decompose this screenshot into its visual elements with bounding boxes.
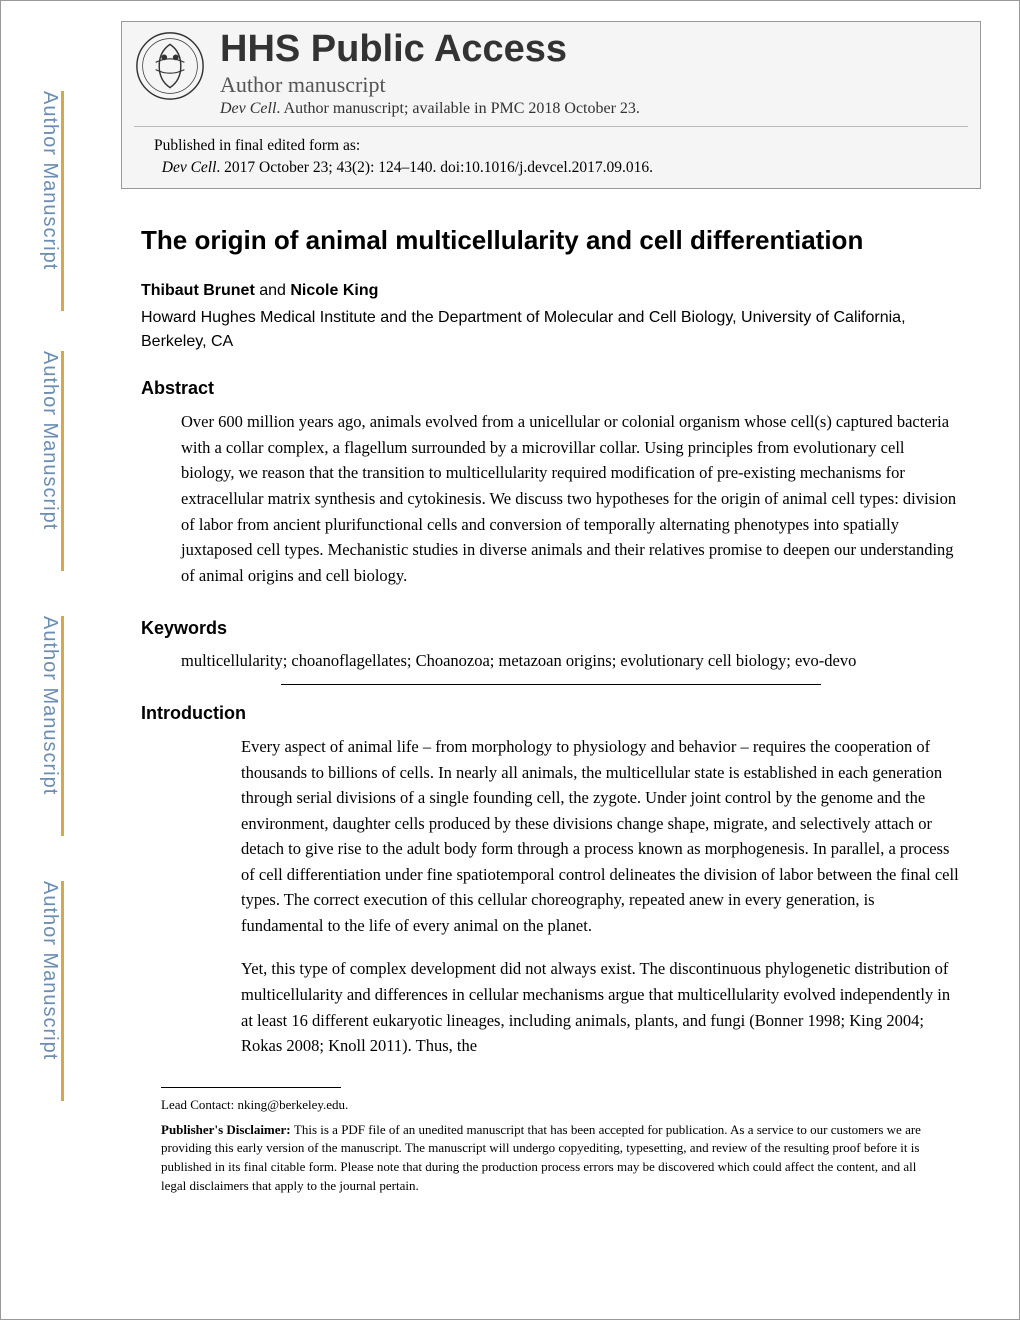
watermark-line xyxy=(61,881,64,1101)
author-2: Nicole King xyxy=(290,282,378,299)
intro-paragraph-2: Yet, this type of complex development di… xyxy=(141,956,961,1058)
author-manuscript-watermark: Author Manuscript xyxy=(31,91,61,270)
introduction-heading: Introduction xyxy=(141,703,961,724)
author-join: and xyxy=(255,282,291,299)
published-label: Published in final edited form as: xyxy=(154,135,964,157)
hhs-title: HHS Public Access xyxy=(220,30,968,70)
author-manuscript-watermark: Author Manuscript xyxy=(31,351,61,530)
author-manuscript-watermark: Author Manuscript xyxy=(31,616,61,795)
page-container: Author Manuscript Author Manuscript Author… xyxy=(0,0,1020,1320)
footnote-rule xyxy=(161,1087,341,1088)
publication-info: Published in final edited form as: Dev C… xyxy=(134,127,968,178)
keywords-divider xyxy=(281,684,821,685)
authors-line: Thibaut Brunet and Nicole King xyxy=(141,282,961,300)
watermark-line xyxy=(61,351,64,571)
content-area: HHS Public Access Author manuscript Dev … xyxy=(121,21,981,1202)
keywords-heading: Keywords xyxy=(141,618,961,639)
intro-paragraph-1: Every aspect of animal life – from morph… xyxy=(141,734,961,939)
disclaimer: Publisher's Disclaimer: This is a PDF fi… xyxy=(161,1121,941,1196)
watermark-line xyxy=(61,91,64,311)
main-body: The origin of animal multicellularity an… xyxy=(121,195,981,1196)
citation-journal: Dev Cell xyxy=(162,159,217,176)
author-manuscript-watermark: Author Manuscript xyxy=(31,881,61,1060)
journal-name: Dev Cell xyxy=(220,100,276,117)
lead-contact: Lead Contact: nking@berkeley.edu. xyxy=(161,1096,941,1115)
keywords-body: multicellularity; choanoflagellates; Cho… xyxy=(141,649,961,674)
author-manuscript-line: Author manuscript xyxy=(220,72,968,98)
watermark-line xyxy=(61,616,64,836)
abstract-heading: Abstract xyxy=(141,378,961,399)
header-box: HHS Public Access Author manuscript Dev … xyxy=(121,21,981,189)
article-title: The origin of animal multicellularity an… xyxy=(141,225,961,256)
availability-text: . Author manuscript; available in PMC 20… xyxy=(276,100,640,117)
abstract-body: Over 600 million years ago, animals evol… xyxy=(141,409,961,588)
footnotes: Lead Contact: nking@berkeley.edu. Publis… xyxy=(141,1096,961,1196)
citation-rest: . 2017 October 23; 43(2): 124–140. doi:1… xyxy=(216,159,653,176)
header-top: HHS Public Access Author manuscript Dev … xyxy=(134,30,968,127)
header-titles: HHS Public Access Author manuscript Dev … xyxy=(220,30,968,118)
hhs-logo-icon xyxy=(134,30,206,102)
author-1: Thibaut Brunet xyxy=(141,282,255,299)
citation-line: Dev Cell. 2017 October 23; 43(2): 124–14… xyxy=(154,157,964,179)
affiliation: Howard Hughes Medical Institute and the … xyxy=(141,306,961,354)
journal-availability: Dev Cell. Author manuscript; available i… xyxy=(220,100,968,118)
disclaimer-label: Publisher's Disclaimer: xyxy=(161,1122,294,1137)
